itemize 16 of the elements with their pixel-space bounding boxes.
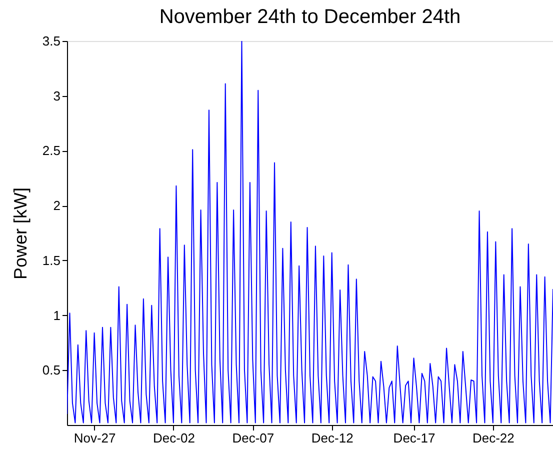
x-tick-label: Dec-22 bbox=[472, 430, 514, 446]
chart-title: November 24th to December 24th bbox=[159, 6, 461, 28]
x-tick-label: Dec-02 bbox=[153, 430, 195, 446]
y-tick-label: 1.5 bbox=[42, 252, 60, 268]
y-tick-label: 0.5 bbox=[42, 362, 60, 378]
y-tick-label: 2 bbox=[53, 198, 60, 214]
line-series bbox=[67, 41, 553, 424]
x-tick-label: Dec-12 bbox=[311, 430, 354, 446]
x-tick-label: Dec-07 bbox=[232, 430, 274, 446]
x-tick-label: Nov-27 bbox=[74, 430, 116, 446]
y-tick-label: 3 bbox=[53, 88, 60, 104]
y-tick-label: 1 bbox=[53, 308, 60, 323]
x-tick-label: Dec-17 bbox=[393, 430, 436, 446]
y-axis-title: Power [kW] bbox=[10, 187, 30, 280]
y-tick-label: 2.5 bbox=[42, 143, 60, 158]
y-tick-label: 3.5 bbox=[42, 34, 60, 48]
